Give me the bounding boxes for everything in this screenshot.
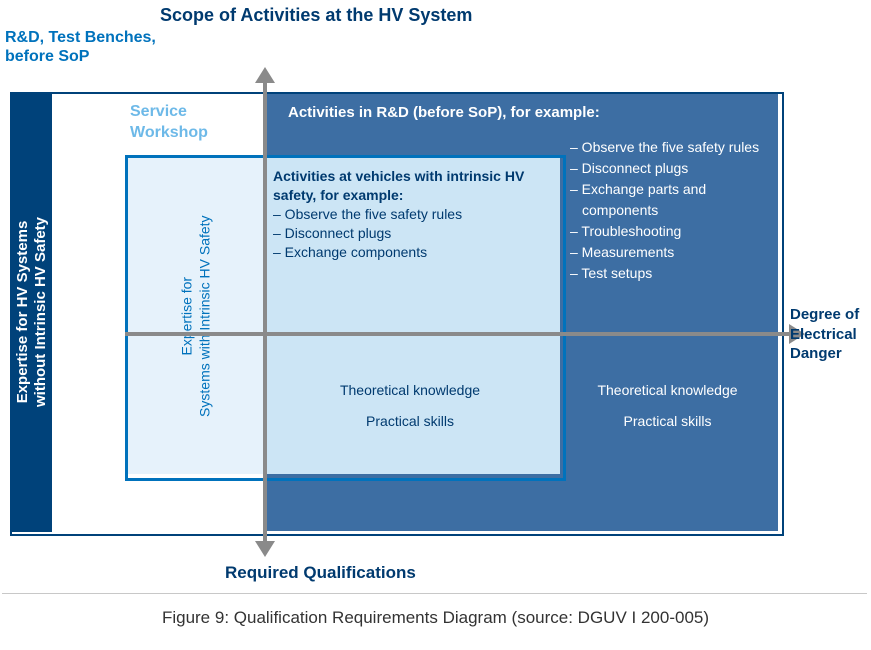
theoretical-left-block: Theoretical knowledge Practical skills	[300, 375, 520, 437]
theoretical-knowledge-left: Theoretical knowledge	[300, 375, 520, 406]
theoretical-right-block: Theoretical knowledge Practical skills	[570, 375, 765, 437]
activities-intrinsic-item: – Observe the five safety rules	[273, 205, 548, 224]
rd-activities-header: Activities in R&D (before SoP), for exam…	[288, 104, 600, 121]
inner-left-label: Expertise forSystems with Intrinsic HV S…	[177, 215, 213, 417]
rd-item: – Test setups	[570, 263, 765, 284]
rd-item: – Disconnect plugs	[570, 158, 765, 179]
arrow-down-icon	[255, 541, 275, 557]
activities-intrinsic-item: – Disconnect plugs	[273, 224, 548, 243]
rd-activities-list: – Observe the five safety rules – Discon…	[570, 137, 765, 284]
rd-item: – Troubleshooting	[570, 221, 765, 242]
required-qualifications-label: Required Qualifications	[225, 563, 416, 583]
degree-of-danger-label: Degree of Electrical Danger	[790, 305, 870, 364]
y-axis-label-box: Expertise for HV Systemswithout Intrinsi…	[12, 92, 52, 532]
rd-test-benches-label: R&D, Test Benches,before SoP	[5, 28, 156, 66]
activities-intrinsic-header: Activities at vehicles with intrinsic HV…	[273, 167, 548, 205]
figure-caption: Figure 9: Qualification Requirements Dia…	[0, 608, 871, 628]
activities-intrinsic-block: Activities at vehicles with intrinsic HV…	[273, 167, 548, 261]
activities-intrinsic-item: – Exchange components	[273, 243, 548, 262]
theoretical-knowledge-right: Theoretical knowledge	[570, 375, 765, 406]
practical-skills-right: Practical skills	[570, 406, 765, 437]
rd-item: – Observe the five safety rules	[570, 137, 765, 158]
title-top: Scope of Activities at the HV System	[160, 5, 472, 26]
service-workshop-label: ServiceWorkshop	[130, 102, 208, 144]
y-axis-label-text: Expertise for HV Systemswithout Intrinsi…	[14, 217, 50, 407]
arrow-up-icon	[255, 67, 275, 83]
practical-skills-left: Practical skills	[300, 406, 520, 437]
rd-item: – Measurements	[570, 242, 765, 263]
inner-left-panel: Expertise forSystems with Intrinsic HV S…	[128, 158, 263, 474]
rd-item: – Exchange parts and components	[570, 179, 765, 221]
white-zone	[52, 94, 125, 530]
separator-line	[2, 593, 867, 594]
